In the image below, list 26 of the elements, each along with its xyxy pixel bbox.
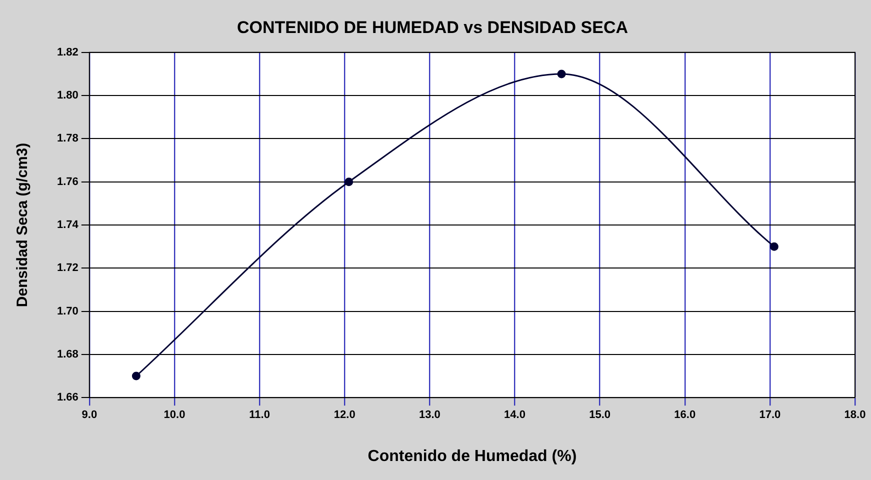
- x-tick-label: 17.0: [759, 409, 781, 422]
- x-tick-label: 9.0: [82, 409, 98, 422]
- y-tick-label: 1.76: [56, 176, 78, 188]
- x-tick-label: 14.0: [504, 409, 526, 422]
- y-axis-title: Densidad Seca (g/cm3): [14, 142, 32, 308]
- x-tick-label: 18.0: [844, 409, 866, 422]
- x-axis-title: Contenido de Humedad (%): [368, 448, 577, 465]
- y-tick-label: 1.78: [56, 132, 78, 145]
- y-tick-label: 1.72: [56, 262, 78, 274]
- y-tick-label: 1.80: [56, 90, 78, 102]
- x-tick-label: 16.0: [674, 409, 696, 422]
- point: [132, 372, 140, 380]
- point: [557, 70, 566, 78]
- x-tick-label: 11.0: [249, 409, 270, 422]
- x-tick-label: 12.0: [334, 409, 356, 422]
- x-tick-label: 13.0: [418, 409, 440, 422]
- y-tick-label: 1.66: [56, 392, 78, 404]
- point: [770, 242, 778, 251]
- y-tick-label: 1.70: [56, 305, 78, 318]
- y-tick-label: 1.68: [56, 348, 78, 360]
- chart-title: CONTENIDO DE HUMEDAD vs DENSIDAD SECA: [236, 18, 628, 37]
- x-tick-label: 15.0: [589, 409, 611, 422]
- point: [344, 178, 354, 186]
- y-tick-label: 1.74: [56, 219, 80, 232]
- y-tick-label: 1.82: [56, 46, 78, 58]
- x-tick-label: 10.0: [164, 409, 186, 422]
